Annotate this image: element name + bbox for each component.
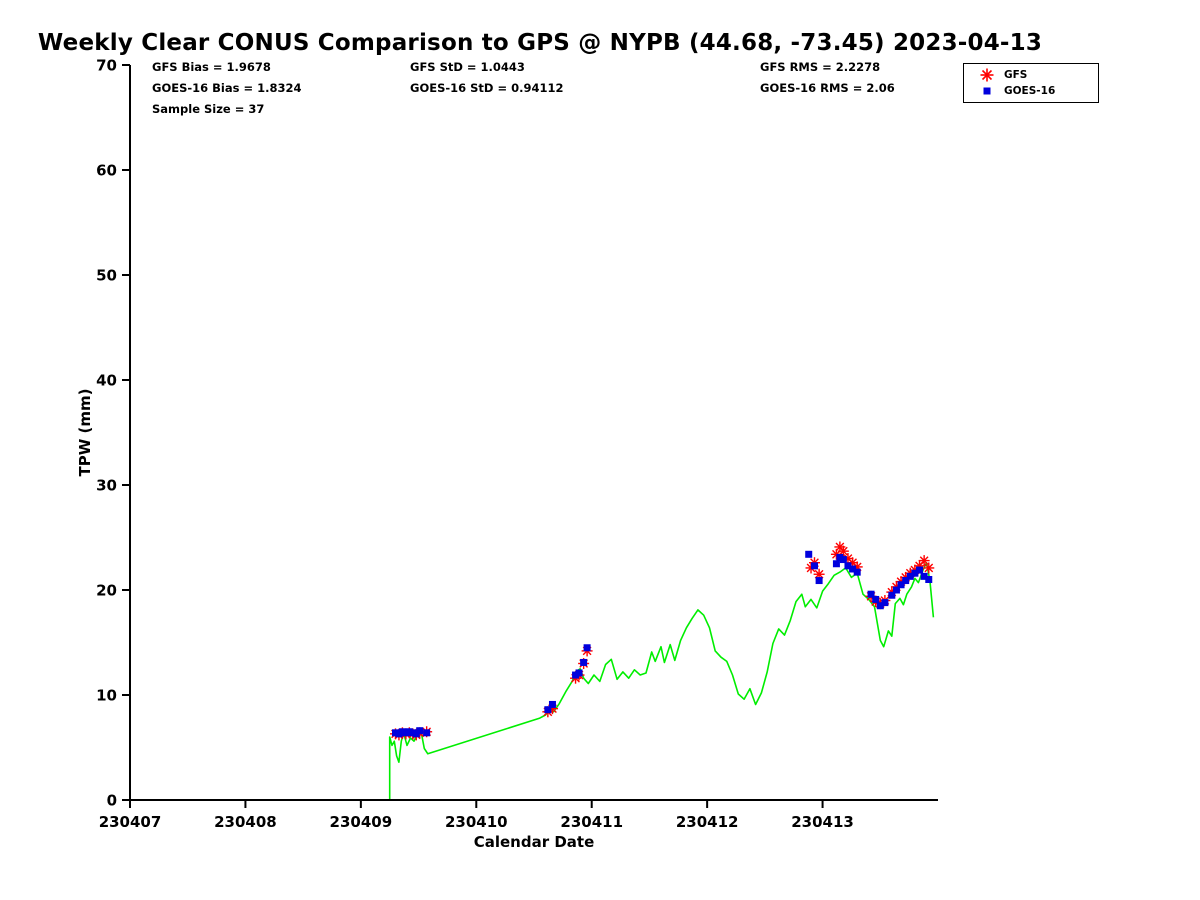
goes16-marker [911, 569, 919, 577]
legend-entry-goes16: GOES-16 [970, 83, 1092, 99]
x-tick-label: 230409 [330, 813, 393, 831]
goes16-marker [844, 562, 852, 570]
goes16-marker [810, 562, 818, 570]
goes16-marker [580, 658, 588, 666]
x-tick-label: 230411 [560, 813, 623, 831]
goes16-bias-text: GOES-16 Bias = 1.8324 [152, 81, 302, 95]
stats-column-rms: GFS RMS = 2.2278 GOES-16 RMS = 2.06 [760, 57, 895, 99]
goes16-marker [548, 700, 556, 708]
goes16-marker [888, 591, 896, 599]
legend-entry-gfs: GFS [970, 67, 1092, 83]
legend-label-gfs: GFS [1004, 69, 1028, 81]
gfs-marker [923, 562, 935, 574]
gfs-std-text: GFS StD = 1.0443 [410, 60, 525, 74]
gfs-asterisk-icon [970, 67, 1004, 83]
y-tick-label: 70 [96, 57, 117, 75]
stats-column-std: GFS StD = 1.0443 GOES-16 StD = 0.94112 [410, 57, 563, 99]
chart-title: Weekly Clear CONUS Comparison to GPS @ N… [37, 30, 1043, 56]
goes16-rms-text: GOES-16 RMS = 2.06 [760, 81, 895, 95]
axes: 0 10 20 30 40 50 60 70 230407 230408 230409 230410 2… [76, 57, 938, 851]
goes16-marker [881, 599, 889, 607]
legend-label-goes16: GOES-16 [1004, 85, 1056, 97]
x-tick-label: 230408 [214, 813, 277, 831]
x-tick-label: 230407 [99, 813, 162, 831]
gps-line-series [388, 561, 935, 800]
goes-16-points [391, 550, 933, 738]
y-tick-label: 60 [96, 162, 117, 180]
legend: GFS GOES-16 [963, 63, 1099, 103]
goes16-marker [805, 550, 813, 558]
goes16-marker [916, 566, 924, 574]
goes16-square-icon [970, 83, 1004, 99]
x-tick-label: 230412 [676, 813, 739, 831]
goes16-marker [849, 565, 857, 573]
gfs-marker [918, 555, 930, 567]
gfs-bias-text: GFS Bias = 1.9678 [152, 60, 271, 74]
y-tick-label: 10 [96, 687, 117, 705]
x-tick-label: 230410 [445, 813, 508, 831]
y-tick-label: 40 [96, 372, 117, 390]
y-tick-label: 50 [96, 267, 117, 285]
goes16-marker [423, 729, 431, 737]
goes16-std-text: GOES-16 StD = 0.94112 [410, 81, 564, 95]
goes16-marker [832, 560, 840, 568]
x-tick-label: 230413 [791, 813, 854, 831]
goes16-marker [544, 706, 552, 714]
goes16-marker [416, 727, 424, 735]
goes16-marker [815, 577, 823, 585]
goes16-marker [839, 556, 847, 564]
y-tick-label: 20 [96, 582, 117, 600]
gps-line [388, 561, 935, 800]
goes16-marker [892, 586, 900, 594]
goes16-marker [876, 602, 884, 610]
goes16-marker [853, 568, 861, 576]
goes16-marker [575, 669, 583, 677]
y-tick-label: 0 [107, 792, 117, 810]
goes16-marker [925, 576, 933, 583]
goes16-marker [867, 590, 875, 598]
stats-column-bias: GFS Bias = 1.9678 GOES-16 Bias = 1.8324 … [152, 57, 301, 120]
y-tick-label: 30 [96, 477, 117, 495]
sample-size-text: Sample Size = 37 [152, 102, 265, 116]
x-axis-label: Calendar Date [474, 833, 595, 851]
goes16-marker [906, 572, 914, 580]
y-axis-label: TPW (mm) [76, 389, 94, 477]
gfs-rms-text: GFS RMS = 2.2278 [760, 60, 881, 74]
goes16-marker [902, 577, 910, 585]
goes16-marker [920, 572, 928, 580]
goes16-marker [897, 581, 905, 589]
goes16-marker [583, 644, 591, 652]
goes16-marker [872, 595, 880, 603]
